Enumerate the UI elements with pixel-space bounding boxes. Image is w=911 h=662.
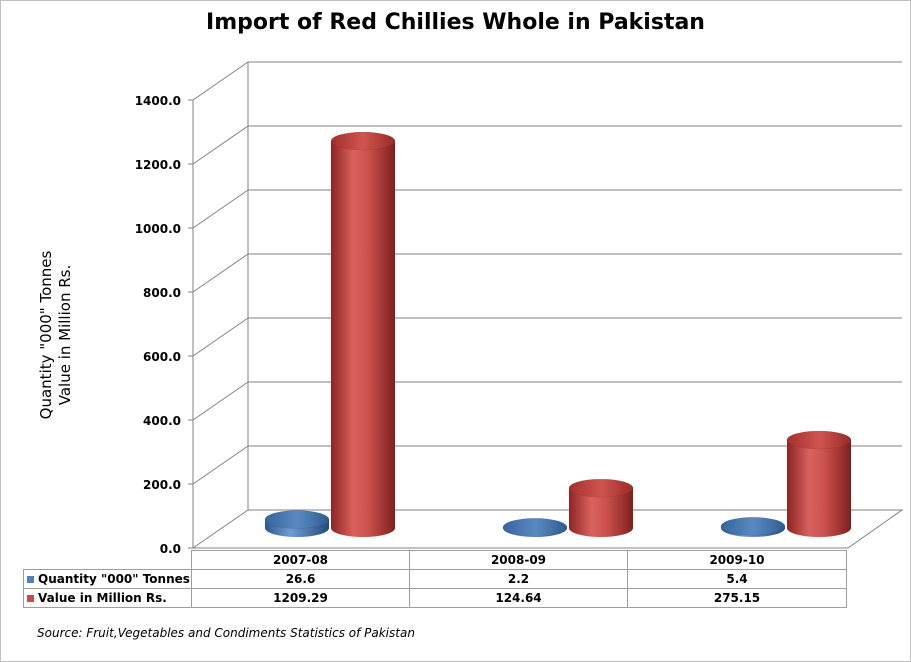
side-gridline [192,125,249,165]
side-gridline [192,189,249,229]
legend-entry-value: Value in Million Rs. [23,588,192,608]
y-tick-label: 1000.0 [135,222,181,236]
side-gridline [192,381,249,421]
bar-quantity-2007-08 [264,510,330,537]
table-corner-cell [24,551,192,570]
bar-top [502,518,568,537]
side-gridline [192,253,249,293]
y-tick-label: 0.0 [160,542,181,556]
bar-value-2009-10 [786,430,852,537]
bar-quantity-2008-09 [502,518,568,537]
table-cell-quantity-2008-09: 2.2 [409,569,628,589]
y-tick-labels: 0.0 200.0 400.0 600.0 800.0 1000.0 1200.0 1400.… [135,94,181,556]
bar-value-2008-09 [568,478,634,537]
bar-top [330,131,396,151]
legend-key-value [27,595,34,602]
bar-top [720,517,786,536]
legend-entry-quantity: Quantity "000" Tonnes [23,569,192,589]
table-row-quantity: Quantity "000" Tonnes 26.6 2.2 5.4 [23,569,847,589]
side-gridline [192,445,249,485]
table-cell-value-2009-10: 275.15 [627,588,847,608]
y-tick-label: 1400.0 [135,94,181,108]
table-cell-quantity-2007-08: 26.6 [191,569,410,589]
legend-label-quantity: Quantity "000" Tonnes [38,572,190,586]
y-tick-label: 800.0 [143,286,181,300]
table-cell-value-2008-09: 124.64 [409,588,628,608]
legend-label-value: Value in Million Rs. [38,591,167,605]
category-label-2008-09: 2008-09 [409,550,628,570]
bars-group [264,131,852,537]
category-label-2007-08: 2007-08 [191,550,410,570]
y-tick-label: 400.0 [143,414,181,428]
bar-side [569,488,633,537]
bar-side [787,439,851,537]
legend-key-quantity [27,576,34,583]
data-table: 2007-08 2008-09 2009-10 Quantity "000" T… [23,550,847,608]
bar-quantity-2009-10 [720,517,786,537]
y-tick-label: 600.0 [143,350,181,364]
category-label-2009-10: 2009-10 [627,550,847,570]
source-note: Source: Fruit,Vegetables and Condiments … [37,626,415,640]
table-row-value: Value in Million Rs. 1209.29 124.64 275.… [23,588,847,608]
table-header-row: 2007-08 2008-09 2009-10 [24,550,847,570]
bar-top [786,430,852,450]
chart-title: Import of Red Chillies Whole in Pakistan [206,10,705,35]
bar-side [331,141,395,537]
table-cell-value-2007-08: 1209.29 [191,588,410,608]
y-tick-label: 200.0 [143,478,181,492]
bar-top [264,510,330,529]
side-gridline [192,61,249,101]
side-gridline [192,317,249,357]
bar-value-2007-08 [330,131,396,537]
bar-top [568,478,634,498]
table-cell-quantity-2009-10: 5.4 [627,569,847,589]
y-tick-label: 1200.0 [135,158,181,172]
